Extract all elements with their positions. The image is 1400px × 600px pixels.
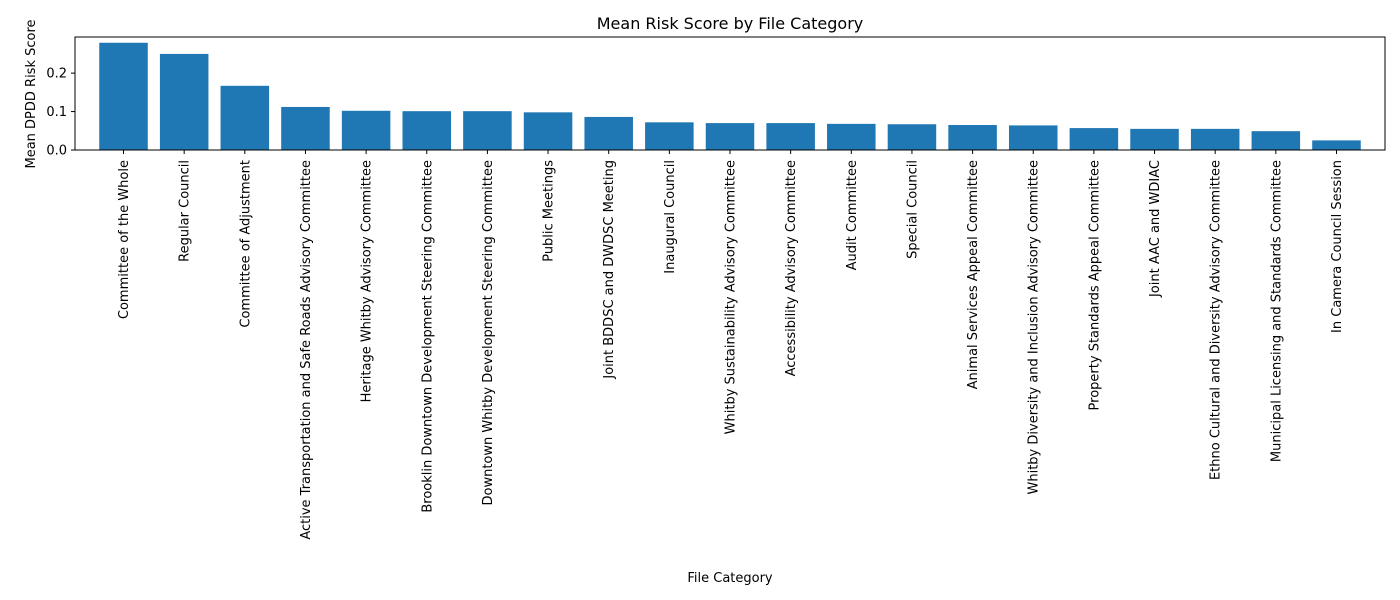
chart-title: Mean Risk Score by File Category [597,14,863,33]
x-tick-label-21: In Camera Council Session [1330,160,1345,333]
x-tick-label-11: Whitby Sustainability Advisory Committee [724,160,739,434]
x-tick-label-3: Committee of Adjustment [238,160,253,328]
bar-21 [1312,140,1361,150]
y-axis-label: Mean DPDD Risk Score [24,19,39,168]
bar-14 [887,124,937,150]
bar-2 [159,53,209,151]
y-tick-label-3: 0.2 [46,67,67,82]
x-tick-label-6: Brooklin Downtown Development Steering C… [420,160,435,513]
bar-13 [827,123,876,150]
x-tick-label-15: Animal Services Appeal Committee [966,160,981,389]
bar-3 [220,85,270,150]
x-axis-label: File Category [687,571,773,586]
x-tick-label-18: Joint AAC and WDIAC [1148,160,1163,298]
plot-area: 0.0 0.1 0.2 Committee of the Whole Regular C… [46,36,1386,540]
x-tick-label-10: Inaugural Council [663,160,678,274]
bar-17 [1069,128,1119,150]
x-tick-label-5: Heritage Whitby Advisory Committee [360,160,375,402]
x-tick-label-8: Public Meetings [542,160,557,262]
bar-16 [1008,125,1058,150]
bar-11 [705,123,755,150]
bar-4 [281,106,330,150]
x-tick-label-16: Whitby Diversity and Inclusion Advisory … [1027,160,1042,495]
x-tick-label-20: Municipal Licensing and Standards Commit… [1269,160,1284,462]
x-tick-label-7: Downtown Whitby Development Steering Com… [481,160,496,506]
x-tick-label-1: Committee of the Whole [117,160,132,319]
y-tick-label-2: 0.1 [46,105,67,120]
bar-19 [1190,128,1240,150]
bar-9 [584,116,633,150]
bar-1 [99,42,148,150]
bar-12 [766,123,815,150]
x-tick-label-4: Active Transportation and Safe Roads Adv… [299,160,314,540]
bar-7 [463,111,512,150]
bar-10 [645,122,694,150]
x-tick-label-17: Property Standards Appeal Committee [1087,160,1102,410]
bar-18 [1130,128,1179,150]
x-tick-label-13: Audit Committee [845,160,860,270]
bar-8 [523,112,573,150]
y-tick-label-1: 0.0 [46,144,67,159]
x-tick-label-2: Regular Council [178,160,193,262]
x-tick-label-12: Accessibility Advisory Committee [784,160,799,376]
bar-5 [341,110,391,150]
x-tick-label-14: Special Council [905,160,920,259]
x-tick-label-19: Ethno Cultural and Diversity Advisory Co… [1209,160,1224,480]
bar-6 [402,111,452,150]
x-tick-label-9: Joint BDDSC and DWDSC Meeting [602,160,617,380]
bar-15 [948,125,997,150]
bar-20 [1251,131,1301,150]
